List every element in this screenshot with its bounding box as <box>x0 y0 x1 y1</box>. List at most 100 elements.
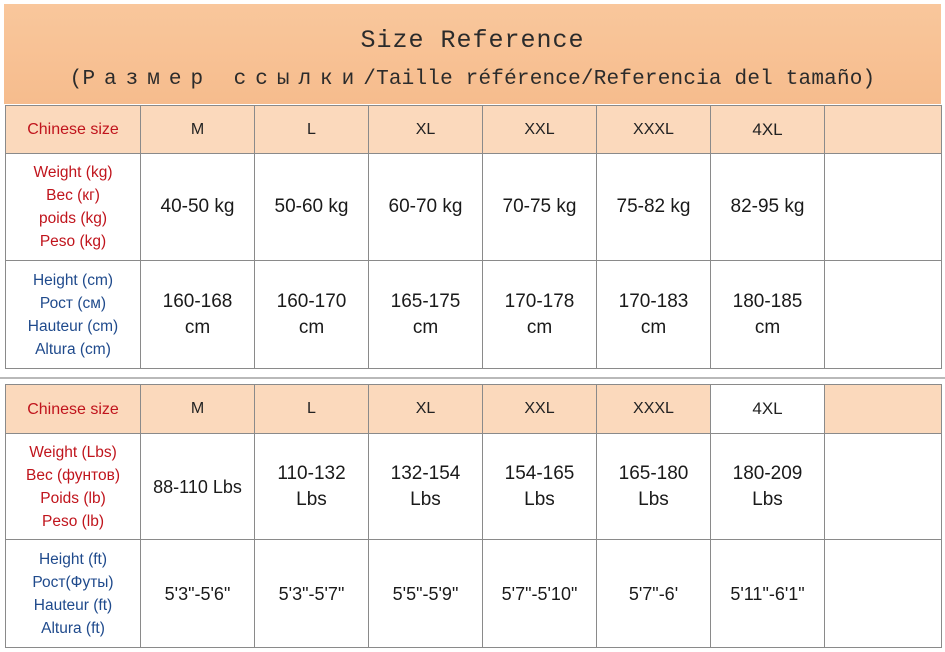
empty-cell <box>824 260 942 369</box>
height-range: 165-175 <box>390 290 461 312</box>
weight-label-fr: poids (kg) <box>38 210 108 227</box>
height-value: 5'7"-6' <box>596 539 711 648</box>
empty-cell <box>824 539 942 648</box>
subtitle-rest: /Taille référence/Referencia del tamaño) <box>363 68 876 91</box>
table-divider <box>0 377 945 379</box>
height-value: 180-185 cm <box>710 260 825 369</box>
height-label-es: Altura (ft) <box>41 619 105 637</box>
height-label-en: Height (cm) <box>32 271 114 289</box>
height-range: 170-178 <box>504 290 575 312</box>
weight-value: 40-50 kg <box>140 153 255 261</box>
size-cell: XXXL <box>596 105 711 154</box>
chinese-size-label: Chinese size <box>5 105 141 154</box>
height-label-ru: Рост (см) <box>39 294 107 312</box>
height-unit: cm <box>184 316 211 338</box>
weight-unit: Lbs <box>638 488 669 510</box>
chinese-size-label: Chinese size <box>5 384 141 434</box>
weight-range: 154-165 <box>504 462 575 484</box>
size-cell: M <box>140 384 255 434</box>
size-row: Chinese size M L XL XXL XXXL 4XL <box>5 105 942 154</box>
height-unit: cm <box>412 316 439 338</box>
empty-cell <box>824 105 942 154</box>
weight-row: Weight (Lbs) Вес (фунтов) Poids (lb) Pes… <box>5 433 942 540</box>
size-cell: M <box>140 105 255 154</box>
weight-range: 110-132 <box>277 462 346 484</box>
height-unit: cm <box>640 316 667 338</box>
weight-value: 180-209 Lbs <box>710 433 825 540</box>
size-cell: L <box>254 384 369 434</box>
weight-value: 75-82 kg <box>596 153 711 261</box>
empty-cell <box>824 153 942 261</box>
empty-cell <box>824 384 942 434</box>
size-cell: XL <box>368 384 483 434</box>
height-label: Height (cm) Рост (см) Hauteur (cm) Altur… <box>5 260 141 369</box>
height-unit: cm <box>298 316 325 338</box>
height-value: 5'11"-6'1" <box>710 539 825 648</box>
weight-unit: Lbs <box>410 488 441 510</box>
weight-range: 165-180 <box>618 462 689 484</box>
height-value: 5'3"-5'6" <box>140 539 255 648</box>
height-value: 5'5"-5'9" <box>368 539 483 648</box>
height-value: 160-170 cm <box>254 260 369 369</box>
subtitle-russian: Размер ссылки <box>82 68 364 91</box>
size-cell: L <box>254 105 369 154</box>
height-label-fr: Hauteur (cm) <box>27 317 119 335</box>
weight-range: 88-110 Lbs <box>153 476 242 497</box>
height-range: 170-183 <box>618 290 689 312</box>
size-row: Chinese size M L XL XXL XXXL 4XL <box>5 384 942 434</box>
height-value: 160-168 cm <box>140 260 255 369</box>
height-range: 180-185 <box>732 290 803 312</box>
weight-value: 60-70 kg <box>368 153 483 261</box>
height-range: 160-170 <box>276 290 347 312</box>
weight-value: 132-154 Lbs <box>368 433 483 540</box>
weight-label-en: Weight (Lbs) <box>29 443 117 461</box>
weight-value: 88-110 Lbs <box>140 433 255 540</box>
height-unit: cm <box>754 316 781 338</box>
size-cell: XXL <box>482 384 597 434</box>
height-row: Height (ft) Рост(Футы) Hauteur (ft) Altu… <box>5 539 942 648</box>
size-cell: 4XL <box>710 105 825 154</box>
weight-unit: Lbs <box>524 488 555 510</box>
weight-value: 154-165 Lbs <box>482 433 597 540</box>
weight-unit: Lbs <box>752 488 783 510</box>
weight-value: 70-75 kg <box>482 153 597 261</box>
weight-unit: Lbs <box>296 488 327 510</box>
weight-label-fr: Poids (lb) <box>40 489 106 507</box>
height-label-ru: Рост(Футы) <box>32 573 114 591</box>
height-label-fr: Hauteur (ft) <box>33 596 113 614</box>
weight-row: Weight (kg) Вес (кг) poids (kg) Peso (kg… <box>5 153 942 261</box>
height-range: 160-168 <box>162 290 233 312</box>
height-value: 5'7"-5'10" <box>482 539 597 648</box>
weight-value: 165-180 Lbs <box>596 433 711 540</box>
weight-label: Weight (kg) Вес (кг) poids (kg) Peso (kg… <box>5 153 141 261</box>
height-value: 170-183 cm <box>596 260 711 369</box>
size-cell: XXL <box>482 105 597 154</box>
size-table-metric: Chinese size M L XL XXL XXXL 4XL Weight … <box>5 105 942 369</box>
size-cell: XXXL <box>596 384 711 434</box>
weight-value: 50-60 kg <box>254 153 369 261</box>
weight-label-es: Peso (lb) <box>41 512 105 530</box>
subtitle-open: ( <box>69 68 83 91</box>
height-value: 165-175 cm <box>368 260 483 369</box>
height-row: Height (cm) Рост (см) Hauteur (cm) Altur… <box>5 260 942 369</box>
page-subtitle: (Размер ссылки/Taille référence/Referenc… <box>4 68 941 91</box>
weight-label-ru: Вес (кг) <box>46 187 100 204</box>
weight-range: 180-209 <box>732 462 803 484</box>
empty-cell <box>824 433 942 540</box>
weight-value: 82-95 kg <box>710 153 825 261</box>
weight-label: Weight (Lbs) Вес (фунтов) Poids (lb) Pes… <box>5 433 141 540</box>
page-title: Size Reference <box>360 26 585 55</box>
height-unit: cm <box>526 316 553 338</box>
weight-range: 132-154 <box>390 462 461 484</box>
height-label-en: Height (ft) <box>38 550 108 568</box>
height-label: Height (ft) Рост(Футы) Hauteur (ft) Altu… <box>5 539 141 648</box>
size-cell: XL <box>368 105 483 154</box>
height-value: 5'3"-5'7" <box>254 539 369 648</box>
weight-label-en: Weight (kg) <box>33 164 113 181</box>
size-table-imperial: Chinese size M L XL XXL XXXL 4XL Weight … <box>5 384 942 648</box>
title-banner: Size Reference (Размер ссылки/Taille réf… <box>4 4 941 104</box>
size-cell: 4XL <box>710 384 825 434</box>
height-value: 170-178 cm <box>482 260 597 369</box>
weight-label-es: Peso (kg) <box>39 233 107 250</box>
weight-value: 110-132 Lbs <box>254 433 369 540</box>
